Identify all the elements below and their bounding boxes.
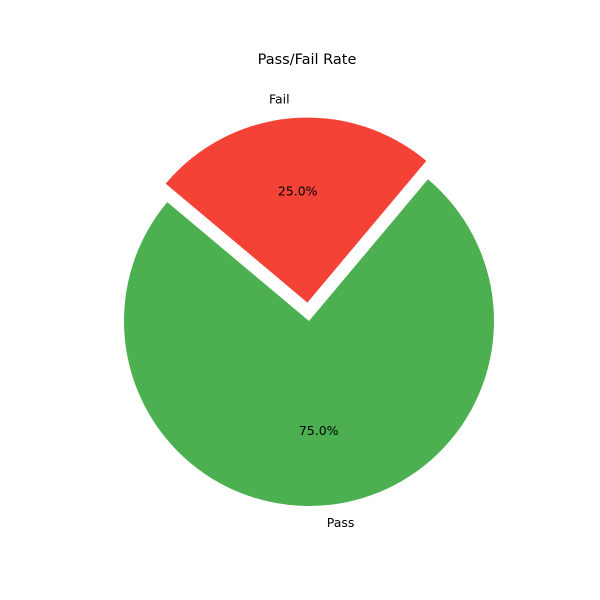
pie-slice-pass: [123, 179, 494, 506]
pct-label-fail: 25.0%: [278, 183, 318, 198]
pie-slices: [123, 117, 494, 506]
pie-labels: 75.0% Pass 25.0% Fail: [269, 91, 354, 530]
chart-title: Pass/Fail Rate: [258, 52, 357, 68]
slice-label-pass: Pass: [327, 515, 355, 530]
pct-label-pass: 75.0%: [299, 423, 339, 438]
slice-label-fail: Fail: [269, 91, 290, 106]
pie-slice-fail: [165, 117, 427, 303]
